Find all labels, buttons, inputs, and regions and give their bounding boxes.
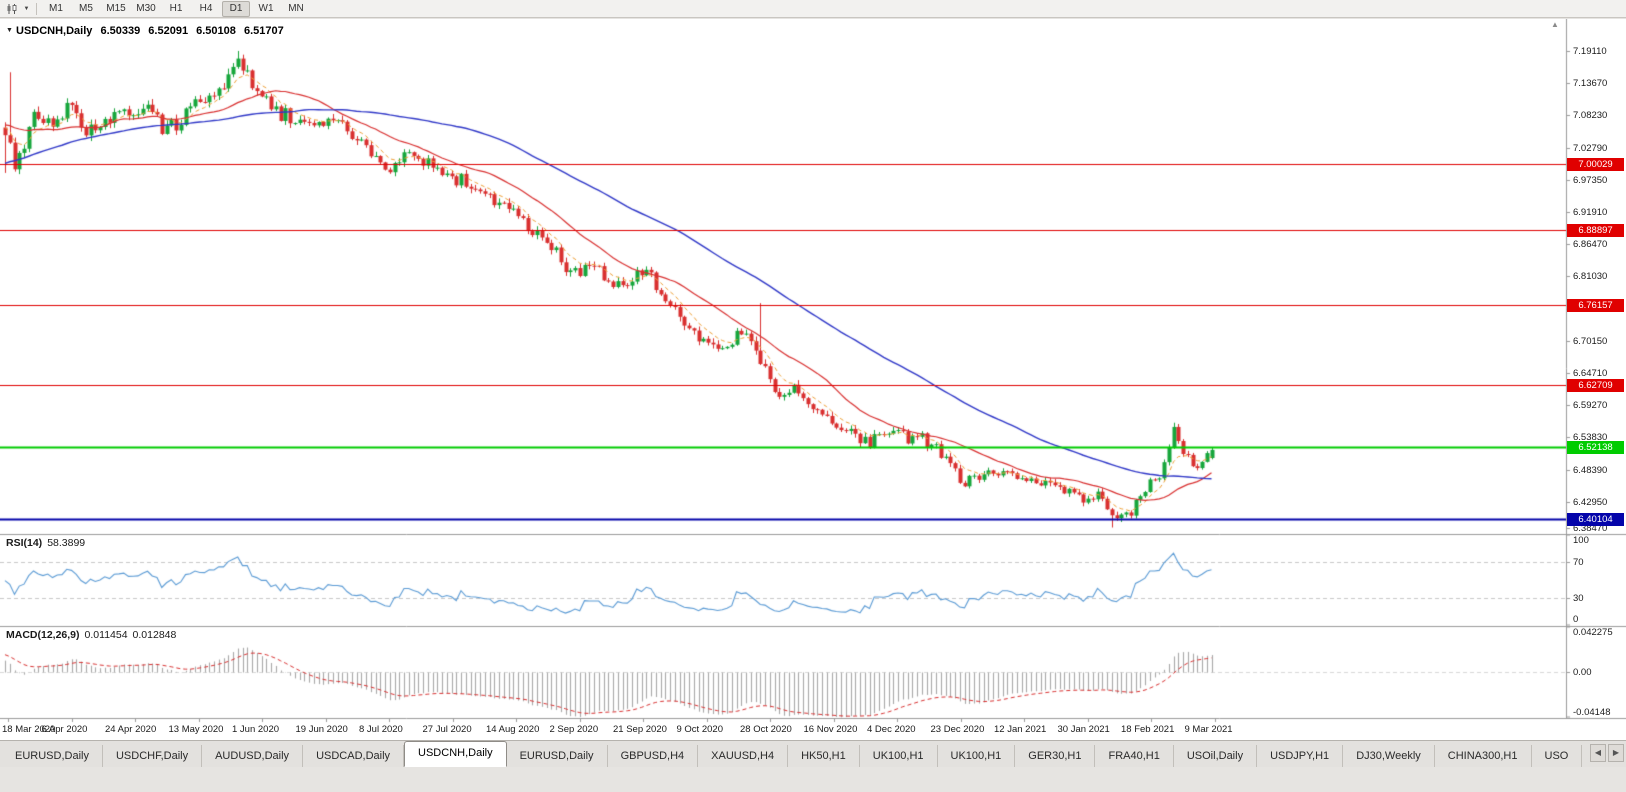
rsi-scale-label: 30 [1573,593,1584,604]
price-tick-label: 6.64710 [1573,368,1608,379]
timeframe-button-h4[interactable]: H4 [199,2,213,14]
price-tick-label: 7.13670 [1573,78,1608,89]
date-axis-label: 18 Mar 2020 [2,724,56,735]
timeframe-button-m15[interactable]: M15 [106,2,126,14]
price-tick-label: 6.38470 [1573,523,1608,534]
macd-value-main: 0.011454 [84,629,128,641]
chart-tab-4-usdcnh-daily[interactable]: USDCNH,Daily [404,741,507,767]
macd-name: MACD(12,26,9) [6,629,80,641]
ohlc-high: 6.52091 [148,25,189,37]
timeframe-button-mn[interactable]: MN [288,2,304,14]
chart-tab-16-china300-h1[interactable]: CHINA300,H1 [1434,745,1532,767]
ohlc-open: 6.50339 [100,25,141,37]
price-chart-canvas[interactable] [0,19,1626,740]
chart-tab-12-fra40-h1[interactable]: FRA40,H1 [1095,745,1174,767]
rsi-value: 58.3899 [47,537,86,549]
chart-tab-8-hk50-h1[interactable]: HK50,H1 [788,745,860,767]
chart-tab-13-usoil-daily[interactable]: USOil,Daily [1173,745,1258,767]
ohlc-low: 6.50108 [196,25,236,37]
date-axis-label: 6 Apr 2020 [41,724,88,735]
collapse-arrow-icon[interactable]: ▼ [6,27,13,34]
macd-scale-label: -0.04148 [1573,707,1611,718]
chart-tab-11-ger30-h1[interactable]: GER30,H1 [1015,745,1096,767]
chart-tab-9-uk100-h1[interactable]: UK100,H1 [859,745,938,767]
price-tick-label: 6.91910 [1573,207,1608,218]
date-axis-label: 13 May 2020 [168,724,224,735]
tab-scroll-left-icon[interactable]: ◀ [1590,744,1606,762]
date-axis-label: 2 Sep 2020 [549,724,599,735]
price-tick-label: 6.53830 [1573,432,1608,443]
timeframe-button-m30[interactable]: M30 [136,2,156,14]
price-tick-label: 7.19110 [1573,46,1607,57]
date-axis-label: 23 Dec 2020 [930,724,985,735]
date-axis-label: 9 Mar 2021 [1184,724,1233,735]
chart-tab-15-dj30-weekly[interactable]: DJ30,Weekly [1343,745,1435,767]
price-level-badge-6-40104: 6.40104 [1567,512,1624,526]
date-axis-label: 28 Oct 2020 [740,724,792,735]
macd-scale-label: 0.00 [1573,667,1592,678]
chart-symbol-title: ▼ USDCNH,Daily 6.50339 6.52091 6.50108 6… [6,25,284,37]
price-tick-label: 6.48390 [1573,465,1608,476]
macd-indicator-title: MACD(12,26,9) 0.011454 0.012848 [6,629,176,641]
chart-tab-14-usdjpy-h1[interactable]: USDJPY,H1 [1257,745,1344,767]
chart-tab-1-usdchf-daily[interactable]: USDCHF,Daily [102,745,203,767]
date-axis-label: 30 Jan 2021 [1057,724,1110,735]
price-level-badge-6-52138: 6.52138 [1567,440,1624,454]
chart-tab-3-usdcad-daily[interactable]: USDCAD,Daily [303,745,405,767]
chart-tab-10-uk100-h1[interactable]: UK100,H1 [937,745,1016,767]
chart-tab-5-eurusd-daily[interactable]: EURUSD,Daily [506,745,608,767]
price-tick-label: 6.70150 [1573,336,1608,347]
price-tick-label: 6.59270 [1573,400,1608,411]
date-axis-label: 21 Sep 2020 [613,724,667,735]
date-axis-label: 19 Jun 2020 [295,724,348,735]
chart-tab-17-uso[interactable]: USO [1531,745,1583,767]
bottom-tabbar: EURUSD,Daily USDCHF,Daily AUDUSD,Daily USDC… [0,740,1626,767]
scrollbar-up-icon[interactable]: ▲ [1551,20,1559,29]
ohlc-close: 6.51707 [243,25,284,37]
date-axis-label: 24 Apr 2020 [105,724,157,735]
price-tick-label: 7.02790 [1573,143,1608,154]
date-axis-label: 14 Aug 2020 [486,724,540,735]
chart-type-icon[interactable] [4,2,20,16]
chart-tab-7-xauusd-h4[interactable]: XAUUSD,H4 [698,745,789,767]
price-tick-label: 6.42950 [1573,497,1608,508]
date-axis-label: 1 Jun 2020 [232,724,280,735]
price-level-badge-7-00029: 7.00029 [1567,157,1624,171]
timeframe-button-w1[interactable]: W1 [258,2,274,14]
price-level-badge-6-76157: 6.76157 [1567,298,1624,312]
chart-tab-0-eurusd-daily[interactable]: EURUSD,Daily [2,745,103,767]
date-axis-label: 27 Jul 2020 [422,724,472,735]
symbol-label: USDCNH,Daily [16,25,93,37]
price-level-badge-6-62709: 6.62709 [1567,378,1624,392]
timeframe-toolbar: ▼ M1 M5 M15 M30 H1 H4 D1 W1 MN [0,0,1626,18]
rsi-scale-label: 70 [1573,557,1584,568]
timeframe-button-d1[interactable]: D1 [222,0,250,17]
toolbar-separator [36,2,37,15]
rsi-scale-label: 0 [1573,614,1579,625]
chart-tab-6-gbpusd-h4[interactable]: GBPUSD,H4 [607,745,699,767]
chart-type-dropdown-icon[interactable]: ▼ [23,5,30,12]
date-axis-label: 4 Dec 2020 [867,724,916,735]
date-axis-label: 9 Oct 2020 [676,724,723,735]
timeframe-button-m5[interactable]: M5 [79,2,93,14]
date-axis-label: 8 Jul 2020 [359,724,403,735]
rsi-scale-label: 100 [1573,535,1589,546]
price-tick-label: 6.86470 [1573,239,1608,250]
price-level-badge-6-88897: 6.88897 [1567,223,1624,237]
macd-value-signal: 0.012848 [132,629,177,641]
rsi-indicator-title: RSI(14) 58.3899 [6,537,85,549]
date-axis-label: 18 Feb 2021 [1121,724,1175,735]
price-tick-label: 7.08230 [1573,110,1608,121]
price-tick-label: 6.97350 [1573,175,1608,186]
timeframe-button-m1[interactable]: M1 [49,2,63,14]
date-axis-label: 16 Nov 2020 [803,724,858,735]
tab-scroll-right-icon[interactable]: ▶ [1608,744,1624,762]
chart-tab-2-audusd-daily[interactable]: AUDUSD,Daily [202,745,304,767]
chart-area[interactable]: ▼ USDCNH,Daily 6.50339 6.52091 6.50108 6… [0,19,1626,740]
rsi-name: RSI(14) [6,537,43,549]
date-axis-label: 12 Jan 2021 [994,724,1047,735]
macd-scale-label: 0.042275 [1573,627,1613,638]
timeframe-button-h1[interactable]: H1 [169,2,183,14]
price-tick-label: 6.81030 [1573,271,1608,282]
